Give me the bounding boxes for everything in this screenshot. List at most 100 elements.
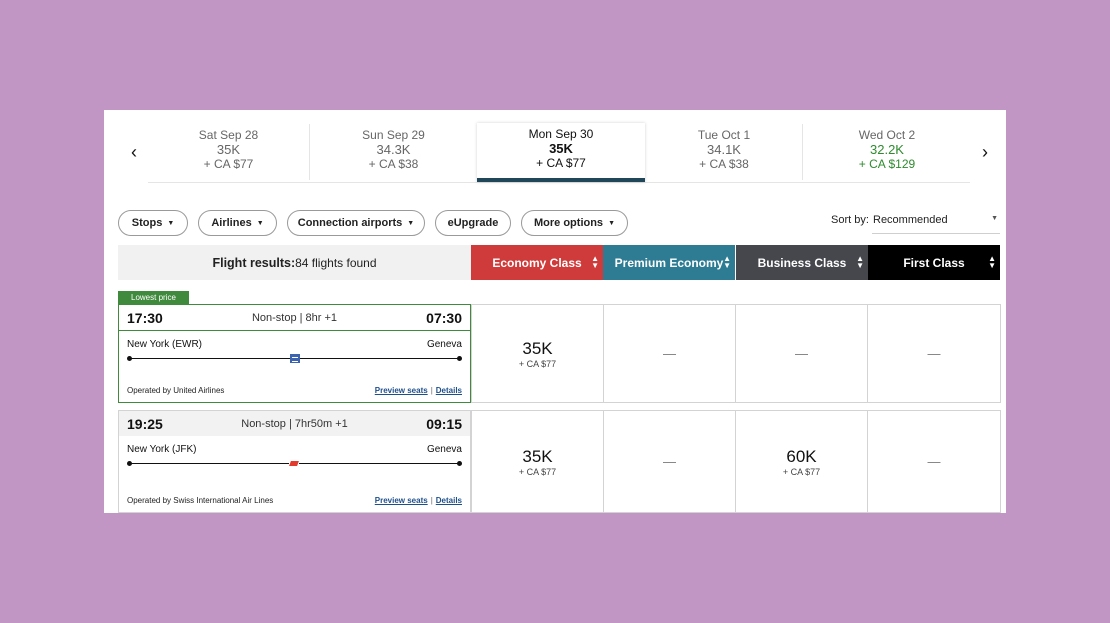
- date-price: 34.3K: [376, 141, 411, 157]
- swiss-airlines-logo-icon: [289, 459, 299, 468]
- united-airlines-logo-icon: [290, 354, 300, 363]
- business-class-column-header[interactable]: Business Class ▲ ▼: [736, 245, 868, 280]
- date-label: Wed Oct 2: [858, 128, 916, 142]
- economy-class-column-header[interactable]: Economy Class ▲ ▼: [471, 245, 603, 280]
- cabin-label: Business Class: [757, 255, 847, 270]
- origin-dot: [127, 461, 132, 466]
- date-strip: Sat Sep 28 35K + CA $77 Sun Sep 29 34.3K…: [148, 123, 970, 183]
- sort-arrows-icon: ▲ ▼: [988, 254, 996, 270]
- destination-dot: [457, 356, 462, 361]
- caret-down-icon: ▼: [991, 215, 998, 222]
- sort-arrows-icon: ▲ ▼: [591, 254, 599, 270]
- first-class-column-header[interactable]: First Class ▲ ▼: [868, 245, 1000, 280]
- date-price: 35K: [216, 141, 241, 157]
- caret-down-icon: ▼: [407, 219, 415, 227]
- fare-unavailable: —: [663, 346, 676, 361]
- date-label: Tue Oct 1: [697, 128, 751, 142]
- fare-unavailable: —: [663, 454, 676, 469]
- details-link[interactable]: Details: [435, 496, 462, 505]
- fare-unavailable: —: [927, 454, 941, 469]
- date-option[interactable]: Sat Sep 28 35K + CA $77: [148, 124, 310, 180]
- stops-filter-label: Stops: [131, 217, 163, 229]
- sort-select[interactable]: Recommended ▼: [872, 208, 1000, 234]
- details-link[interactable]: Details: [435, 386, 462, 395]
- destination-city: Geneva: [426, 444, 462, 455]
- economy-fare-cell[interactable]: 35K + CA $77: [471, 410, 604, 513]
- sort-arrows-icon: ▲ ▼: [723, 254, 731, 270]
- business-fare-cell[interactable]: 60K + CA $77: [735, 410, 868, 513]
- sort-arrows-icon: ▲ ▼: [856, 254, 864, 270]
- flight-time-bar: 19:25 Non-stop | 7hr50m +1 09:15: [119, 411, 470, 436]
- more-options-filter-button[interactable]: More options ▼: [521, 210, 628, 236]
- economy-fare-cell[interactable]: 35K + CA $77: [471, 304, 604, 403]
- connection-airports-filter-label: Connection airports: [297, 217, 403, 229]
- origin-city: New York (JFK): [127, 444, 197, 455]
- stops-filter-button[interactable]: Stops ▼: [118, 210, 188, 236]
- first-class-fare-cell: —: [867, 304, 1001, 403]
- date-option[interactable]: Tue Oct 1 34.1K + CA $38: [646, 124, 803, 180]
- route-cities: New York (JFK) Geneva: [119, 436, 470, 455]
- destination-city: Geneva: [426, 339, 462, 350]
- date-option-lowest[interactable]: Wed Oct 2 32.2K + CA $129: [804, 124, 970, 180]
- arrival-time: 07:30: [426, 309, 462, 326]
- date-option-selected[interactable]: Mon Sep 30 35K + CA $77: [477, 123, 645, 182]
- first-class-fare-cell: —: [867, 410, 1001, 513]
- departure-time: 19:25: [127, 415, 163, 432]
- airlines-filter-label: Airlines: [211, 217, 252, 229]
- connection-airports-filter-button[interactable]: Connection airports ▼: [287, 210, 425, 236]
- flight-info: 17:30 Non-stop | 8hr +1 07:30 New York (…: [118, 304, 471, 403]
- eupgrade-filter-label: eUpgrade: [447, 217, 499, 229]
- cabin-label: Economy Class: [492, 255, 582, 270]
- lowest-price-badge: Lowest price: [118, 291, 189, 304]
- caret-down-icon: ▼: [256, 219, 264, 227]
- airlines-filter-button[interactable]: Airlines ▼: [198, 210, 277, 236]
- preview-seats-link[interactable]: Preview seats: [374, 386, 428, 395]
- arrival-time: 09:15: [426, 415, 462, 432]
- route-line: [127, 457, 462, 471]
- route-line: [127, 352, 462, 366]
- date-option[interactable]: Sun Sep 29 34.3K + CA $38: [311, 124, 476, 180]
- fare-unavailable: —: [795, 346, 808, 361]
- origin-dot: [127, 356, 132, 361]
- premium-economy-column-header[interactable]: Premium Economy ▲ ▼: [603, 245, 735, 280]
- date-tax: + CA $38: [699, 157, 749, 171]
- previous-dates-button[interactable]: ‹: [122, 140, 146, 164]
- flight-search-card: ‹ Sat Sep 28 35K + CA $77 Sun Sep 29 34.…: [104, 110, 1006, 513]
- premium-economy-fare-cell: —: [603, 410, 736, 513]
- date-tax: + CA $38: [368, 157, 419, 171]
- fare-miles: 60K: [786, 446, 817, 466]
- fare-tax: + CA $77: [518, 358, 557, 369]
- departure-time: 17:30: [127, 309, 163, 326]
- operated-by: Operated by United Airlines: [127, 386, 225, 395]
- preview-seats-link[interactable]: Preview seats: [374, 496, 428, 505]
- date-tax: + CA $77: [536, 156, 586, 170]
- date-label: Mon Sep 30: [528, 127, 594, 141]
- date-label: Sat Sep 28: [198, 128, 259, 142]
- date-label: Sun Sep 29: [362, 128, 425, 142]
- sort-label: Sort by:: [831, 214, 869, 226]
- business-fare-cell: —: [735, 304, 868, 403]
- fare-unavailable: —: [927, 346, 941, 361]
- flight-results-header: Flight results: 84 flights found: [118, 245, 471, 280]
- next-dates-button[interactable]: ›: [973, 140, 997, 164]
- eupgrade-filter-button[interactable]: eUpgrade: [435, 210, 511, 236]
- fare-miles: 35K: [522, 338, 553, 358]
- operated-by: Operated by Swiss International Air Line…: [127, 496, 274, 505]
- more-options-filter-label: More options: [534, 217, 604, 229]
- date-tax: + CA $129: [858, 157, 916, 171]
- flight-time-bar: 17:30 Non-stop | 8hr +1 07:30: [119, 305, 470, 331]
- flight-results-label: Flight results:: [212, 255, 296, 270]
- flight-footer: Operated by Swiss International Air Line…: [127, 496, 462, 505]
- chevron-left-icon: ‹: [131, 141, 137, 162]
- fare-miles: 35K: [522, 446, 553, 466]
- flight-stops-duration: Non-stop | 7hr50m +1: [241, 417, 348, 430]
- date-price: 35K: [549, 140, 573, 156]
- fare-tax: + CA $77: [518, 466, 557, 477]
- flight-footer: Operated by United Airlines Preview seat…: [127, 386, 462, 395]
- date-price: 34.1K: [707, 141, 741, 157]
- date-tax: + CA $77: [203, 157, 254, 171]
- fare-tax: + CA $77: [782, 466, 821, 477]
- flight-info: 19:25 Non-stop | 7hr50m +1 09:15 New Yor…: [118, 410, 471, 513]
- flight-stops-duration: Non-stop | 8hr +1: [251, 311, 338, 324]
- caret-down-icon: ▼: [608, 219, 615, 227]
